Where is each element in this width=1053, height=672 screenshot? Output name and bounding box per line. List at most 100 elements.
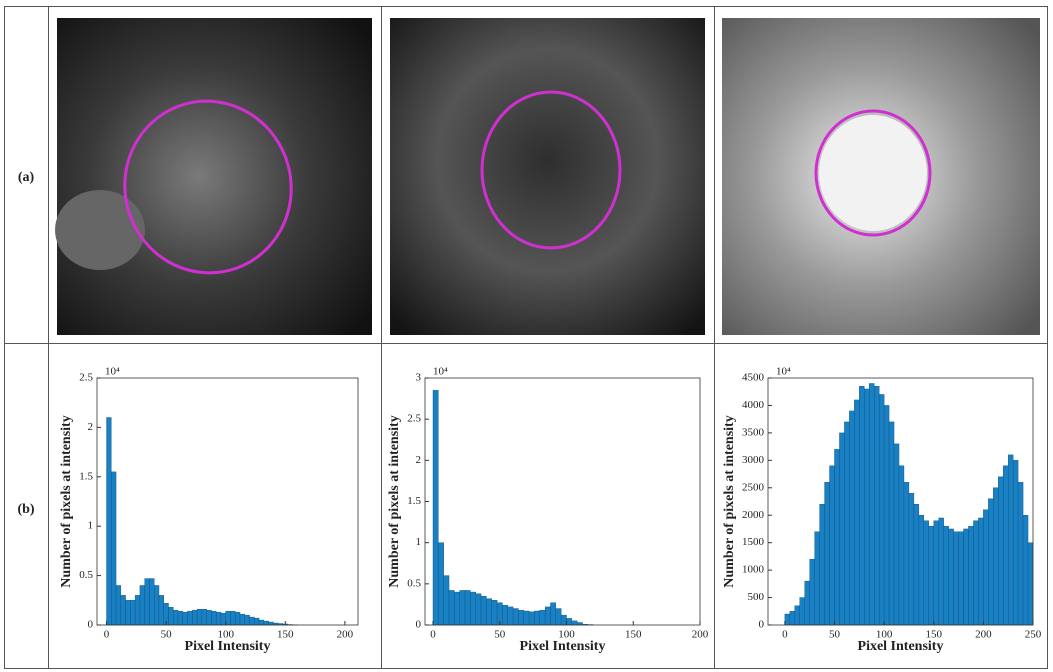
y-tick-label: 1500 xyxy=(742,536,765,548)
histogram-bar xyxy=(512,608,519,626)
x-tick-label: 50 xyxy=(494,629,506,641)
x-tick-label: 50 xyxy=(161,629,173,641)
histogram-bar xyxy=(804,580,810,626)
histogram-bar xyxy=(869,383,875,626)
exponent-label: 10⁴ xyxy=(776,366,791,378)
histogram-bar xyxy=(534,610,541,626)
histogram-bar xyxy=(120,595,126,626)
y-axis-label: Number of pixels at intensity xyxy=(59,415,74,587)
histogram-bar xyxy=(1003,465,1009,626)
y-tick-label: 3 xyxy=(416,372,422,384)
y-tick-label: 2 xyxy=(88,421,94,433)
histogram-bar xyxy=(196,608,203,626)
y-tick-label: 1.5 xyxy=(407,495,421,507)
histogram-bar xyxy=(968,526,974,626)
y-tick-label: 2000 xyxy=(742,509,765,521)
histogram-bar xyxy=(459,590,466,626)
y-tick-label: 0.5 xyxy=(407,577,421,589)
histogram-bar xyxy=(839,432,845,626)
histogram-bar xyxy=(173,609,179,626)
x-tick-label: 150 xyxy=(925,629,942,641)
y-tick-label: 2.5 xyxy=(79,372,93,384)
histogram-bar xyxy=(571,620,578,626)
histogram-bar xyxy=(829,465,835,626)
histogram-bar xyxy=(903,482,910,626)
histogram-bar xyxy=(235,611,241,626)
y-axis-label: Number of pixels at intensity xyxy=(387,415,402,587)
mri-image xyxy=(55,18,372,335)
histogram-bar xyxy=(789,611,795,626)
histogram-bar xyxy=(258,619,265,626)
histogram-bar xyxy=(953,531,959,626)
x-tick-label: 200 xyxy=(692,629,709,641)
histogram-bar xyxy=(158,595,164,626)
histogram-bar xyxy=(983,509,989,626)
histogram-bar xyxy=(824,482,830,626)
histogram-bar xyxy=(799,597,805,626)
histogram-bar xyxy=(239,613,245,626)
histogram-bar xyxy=(149,578,155,626)
histogram-bar xyxy=(244,614,250,626)
histogram-bar xyxy=(784,613,791,626)
y-tick-label: 2.5 xyxy=(407,413,421,425)
histogram-bar xyxy=(878,394,885,626)
histogram-bar xyxy=(448,590,455,626)
histogram-bar xyxy=(908,493,915,626)
y-tick-label: 1 xyxy=(416,536,422,548)
x-tick-label: 100 xyxy=(876,629,893,641)
histogram-bar xyxy=(507,606,514,626)
histogram-bar xyxy=(438,542,444,626)
y-tick-label: 0.5 xyxy=(79,569,93,581)
histogram-bar xyxy=(523,610,530,626)
histogram-bar xyxy=(883,405,890,626)
histogram-bar xyxy=(111,471,117,626)
histogram-bar xyxy=(819,504,825,626)
histogram-bar xyxy=(539,609,546,626)
histogram-bar xyxy=(859,386,865,626)
mri-image xyxy=(722,18,1040,335)
x-tick-label: 0 xyxy=(782,629,788,641)
histogram-bar xyxy=(1022,515,1029,626)
histogram-bar xyxy=(1027,542,1034,626)
histogram-bar xyxy=(948,528,954,626)
histogram-bar xyxy=(864,388,870,626)
histogram-bar xyxy=(913,504,920,626)
y-axis-label: Number of pixels at intensity xyxy=(722,415,737,587)
x-tick-label: 250 xyxy=(1025,629,1042,641)
histogram-bar xyxy=(215,611,222,626)
histogram-bar xyxy=(566,618,573,626)
histogram-bar xyxy=(849,410,855,626)
histogram-bar xyxy=(182,611,188,626)
y-tick-label: 1000 xyxy=(742,564,765,576)
histogram-bar xyxy=(888,421,895,626)
row-label: (a) xyxy=(18,170,35,185)
histogram-bar xyxy=(139,585,145,626)
histogram-bar xyxy=(225,610,231,626)
histogram-bar xyxy=(873,386,880,626)
histogram-bar xyxy=(854,399,860,626)
histogram-bar xyxy=(187,610,193,626)
histogram-bar xyxy=(168,607,174,626)
histogram-bar xyxy=(938,517,944,626)
y-tick-label: 500 xyxy=(748,591,765,603)
histogram-bar xyxy=(898,465,905,626)
histogram-bar xyxy=(480,595,487,626)
histogram-bar xyxy=(844,421,850,626)
axes-box xyxy=(424,377,701,626)
histogram-bar xyxy=(491,600,498,626)
histogram-bar xyxy=(268,621,274,626)
histogram-bar xyxy=(893,443,900,626)
histogram-bar xyxy=(263,620,269,626)
y-tick-label: 4500 xyxy=(742,372,765,384)
histogram-bar xyxy=(550,602,557,626)
histogram-bar xyxy=(220,612,226,626)
exponent-label: 10⁴ xyxy=(105,366,120,378)
histogram-bar xyxy=(928,526,934,626)
y-tick-label: 2500 xyxy=(742,481,765,493)
x-tick-label: 200 xyxy=(975,629,992,641)
histogram-bar xyxy=(560,614,567,626)
mri-image xyxy=(390,18,705,335)
x-axis-label: Pixel Intensity xyxy=(185,639,271,654)
histogram-bar xyxy=(1012,460,1019,626)
row-label: (b) xyxy=(17,502,34,517)
